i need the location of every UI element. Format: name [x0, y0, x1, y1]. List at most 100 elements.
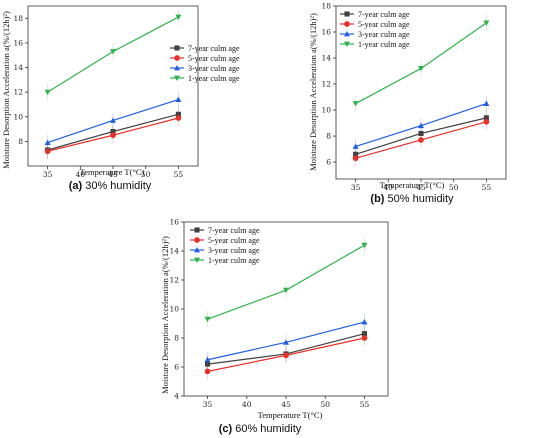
- data-point: [204, 361, 211, 367]
- y-tick-label: 16: [13, 38, 23, 47]
- y-tick-label: 10: [321, 106, 331, 115]
- data-point: [204, 316, 211, 323]
- legend-marker: [174, 45, 180, 51]
- series-5-year-culm-age: [44, 110, 182, 160]
- legend-marker: [344, 31, 350, 37]
- legend-label: 7-year culm age: [208, 226, 260, 235]
- legend-label: 3-year culm age: [358, 30, 410, 39]
- x-tick-label: 35: [203, 400, 213, 409]
- caption-c: (c) 60% humidity: [219, 423, 302, 435]
- y-tick-label: 8: [326, 132, 331, 141]
- data-point: [110, 49, 116, 55]
- data-point: [110, 128, 116, 135]
- data-point: [283, 339, 289, 345]
- x-tick-label: 35: [351, 183, 361, 192]
- y-axis-label: Moisture Desorption Acceleration a(%/(12…: [308, 13, 318, 171]
- y-tick-label: 10: [169, 305, 179, 314]
- x-tick-label: 45: [416, 183, 426, 192]
- y-tick-label: 8: [18, 137, 23, 146]
- data-point: [418, 130, 424, 137]
- legend-marker: [194, 257, 200, 263]
- legend-marker: [174, 55, 180, 61]
- data-point: [361, 331, 368, 337]
- series-5-year-culm-age: [352, 113, 490, 167]
- x-tick-label: 55: [360, 400, 370, 409]
- legend-marker: [194, 237, 200, 243]
- y-tick-label: 6: [326, 158, 331, 167]
- data-point: [44, 139, 51, 146]
- data-point: [283, 352, 289, 359]
- data-point: [175, 96, 182, 102]
- legend-marker: [344, 11, 350, 17]
- data-point: [483, 20, 490, 26]
- data-point: [44, 148, 51, 155]
- y-tick-label: 10: [13, 112, 23, 121]
- data-point: [110, 132, 116, 139]
- data-point: [44, 89, 51, 96]
- data-point: [175, 115, 182, 121]
- data-point: [204, 356, 211, 363]
- y-tick-label: 12: [13, 88, 23, 97]
- x-tick-label: 40: [76, 170, 86, 179]
- series-5-year-culm-age: [204, 330, 368, 380]
- series-3-year-culm-age: [204, 314, 368, 368]
- series-3-year-culm-age: [352, 95, 490, 155]
- data-point: [110, 117, 116, 123]
- y-tick-label: 18: [321, 2, 331, 11]
- legend-label: 5-year culm age: [188, 54, 240, 63]
- chart-panel-c: 35 40 45 50 55 4 6 8 10 12 14 16 7-year culm age5-y…: [160, 218, 389, 435]
- legend-label: 5-year culm age: [208, 236, 260, 245]
- data-point: [175, 111, 181, 117]
- y-tick-label: 16: [169, 218, 179, 227]
- data-point: [418, 137, 424, 143]
- data-point: [361, 242, 368, 249]
- legend-marker: [174, 65, 180, 71]
- x-tick-label: 45: [281, 400, 291, 409]
- data-point: [352, 155, 359, 162]
- caption-b: (b) 50% humidity: [370, 193, 454, 205]
- series-1-year-culm-age: [352, 14, 490, 112]
- series-1-year-culm-age: [44, 9, 182, 101]
- data-point: [283, 287, 289, 294]
- y-tick-label: 12: [321, 80, 331, 89]
- legend-marker: [194, 227, 200, 233]
- x-tick-label: 55: [174, 170, 184, 179]
- x-tick-label: 50: [449, 183, 459, 192]
- chart-panel-a: 35 40 45 50 55 8 10 12 14 16 18 7-year culm age5-y…: [1, 5, 240, 192]
- data-point: [352, 101, 359, 107]
- legend-label: 1-year culm age: [188, 74, 240, 83]
- y-tick-label: 4: [174, 392, 179, 401]
- y-axis-label: Moisture Desorption Acceleration a(%/(12…: [1, 11, 11, 169]
- y-tick-label: 16: [321, 28, 331, 37]
- y-tick-label: 14: [169, 247, 179, 256]
- data-point: [483, 100, 490, 106]
- data-point: [204, 368, 211, 375]
- y-tick-label: 12: [169, 276, 179, 285]
- series-3-year-culm-age: [44, 91, 182, 151]
- x-tick-label: 45: [108, 170, 118, 179]
- x-axis-label: Temperature T(°C): [80, 167, 145, 177]
- legend-marker: [174, 75, 180, 81]
- y-tick-label: 14: [321, 54, 331, 63]
- y-tick-label: 18: [13, 14, 23, 23]
- legend-label: 7-year culm age: [358, 10, 410, 19]
- data-point: [353, 151, 359, 157]
- x-axis-label: Temperature T(°C): [380, 180, 445, 190]
- y-tick-label: 6: [174, 363, 179, 372]
- data-point: [175, 14, 182, 21]
- x-tick-label: 40: [242, 400, 252, 409]
- legend-marker: [194, 247, 200, 253]
- x-tick-label: 40: [384, 183, 394, 192]
- legend-label: 1-year culm age: [358, 40, 410, 49]
- data-point: [418, 122, 424, 129]
- x-axis-label: Temperature T(°C): [258, 410, 323, 420]
- legend-label: 7-year culm age: [188, 44, 240, 53]
- x-tick-label: 35: [43, 170, 53, 179]
- data-point: [418, 66, 424, 72]
- legend-label: 3-year culm age: [208, 246, 260, 255]
- data-point: [361, 335, 368, 341]
- chart-panel-b: 35 40 45 50 55 6 8 10 12 14 16 18 7-year culm age5-…: [308, 2, 507, 205]
- caption-a: (a) 30% humidity: [69, 180, 152, 192]
- data-point: [361, 319, 368, 325]
